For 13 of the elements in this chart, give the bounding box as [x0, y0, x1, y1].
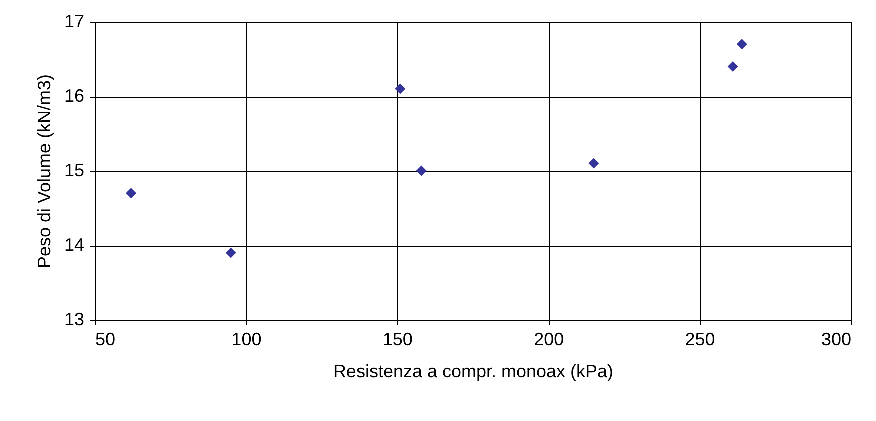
x-tick-label: 200	[534, 330, 564, 350]
x-tick-label: 250	[685, 330, 716, 350]
x-tick-label: 50	[96, 330, 116, 350]
y-tick-label: 13	[64, 310, 84, 330]
y-tick-label: 16	[64, 86, 84, 106]
x-tick-label: 150	[382, 330, 413, 350]
x-axis-title: Resistenza a compr. monoax (kPa)	[333, 362, 614, 382]
y-tick-label: 14	[64, 235, 84, 255]
x-tick-label: 300	[821, 330, 852, 350]
y-tick-label: 17	[64, 12, 84, 32]
x-tick-label: 100	[232, 330, 262, 350]
y-tick-label: 15	[64, 160, 84, 180]
y-axis-title: Peso di Volume (kN/m3)	[34, 74, 54, 269]
